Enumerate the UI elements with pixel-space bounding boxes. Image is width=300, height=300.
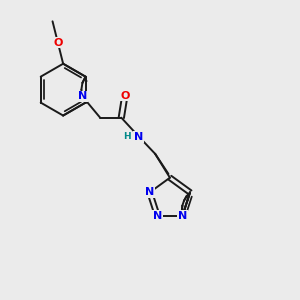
Text: N: N	[145, 188, 154, 197]
Text: O: O	[120, 91, 130, 100]
Text: O: O	[53, 38, 62, 47]
Text: N: N	[134, 132, 144, 142]
Text: N: N	[153, 211, 162, 221]
Text: N: N	[178, 211, 187, 221]
Text: N: N	[78, 92, 87, 101]
Text: H: H	[123, 132, 131, 141]
